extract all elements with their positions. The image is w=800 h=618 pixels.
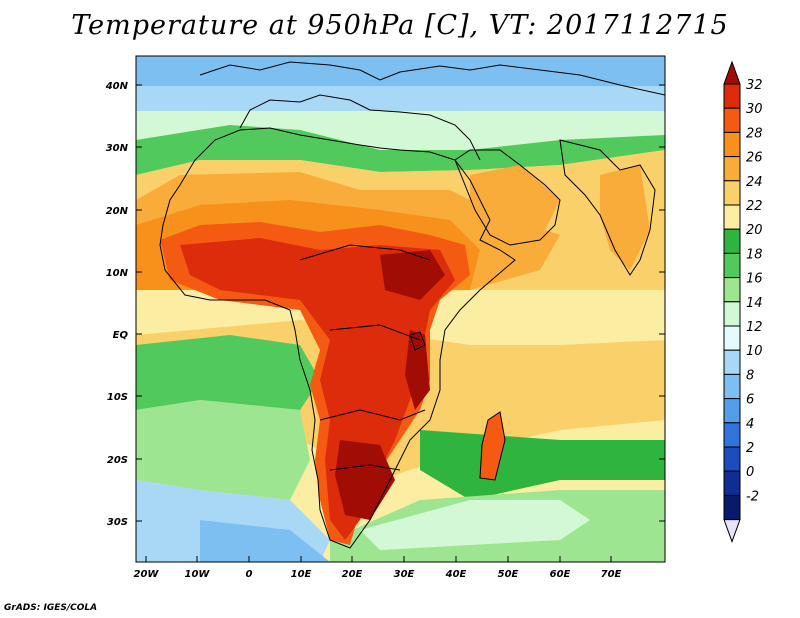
colorbar-segment bbox=[723, 470, 741, 496]
colorbar-label: 4 bbox=[746, 417, 754, 432]
colorbar-label: -2 bbox=[746, 489, 759, 504]
colorbar-segment bbox=[723, 131, 741, 158]
lon-label: 30E bbox=[394, 569, 415, 580]
colorbar-segment bbox=[723, 228, 741, 254]
plot-frame bbox=[135, 55, 666, 563]
lon-label: 10W bbox=[185, 569, 211, 580]
lon-label: 10E bbox=[291, 569, 312, 580]
colorbar-segment bbox=[723, 180, 741, 206]
lon-label: 20E bbox=[342, 569, 363, 580]
lon-label: 60E bbox=[550, 569, 571, 580]
map-title: Temperature at 950hPa [C], VT: 201711271… bbox=[71, 10, 729, 41]
lon-label: 50E bbox=[498, 569, 519, 580]
colorbar-segment bbox=[723, 398, 741, 424]
lat-label: 10S bbox=[107, 392, 128, 403]
colorbar-label: 20 bbox=[746, 223, 763, 238]
lat-label: 30N bbox=[106, 143, 129, 154]
colorbar-label: 32 bbox=[746, 78, 763, 93]
credit-text: GrADS: IGES/COLA bbox=[4, 603, 98, 613]
lat-ticks bbox=[136, 84, 665, 522]
lon-labels: 20W 10W 0 10E 20E 30E 40E 50E 60E 70E bbox=[134, 569, 622, 580]
lat-label: 40N bbox=[105, 81, 129, 92]
lat-label: 20S bbox=[107, 455, 128, 466]
colorbar-segment bbox=[723, 107, 741, 133]
colorbar-segment bbox=[723, 325, 741, 351]
colorbar-label: 30 bbox=[746, 102, 763, 117]
coastline-outlines bbox=[159, 61, 665, 549]
colorbar-segment bbox=[723, 373, 741, 400]
colorbar-label: 2 bbox=[746, 441, 754, 456]
colorbar-segment bbox=[723, 277, 741, 303]
lon-label: 0 bbox=[246, 569, 253, 580]
lon-ticks bbox=[145, 556, 612, 562]
colorbar-label: 22 bbox=[746, 199, 763, 214]
lon-label: 20W bbox=[134, 569, 160, 580]
colorbar-segment bbox=[723, 156, 741, 182]
temperature-field bbox=[136, 56, 665, 562]
colorbar-label: 26 bbox=[746, 151, 763, 166]
lat-labels: 40N 30N 20N 10N EQ 10S 20S 30S bbox=[105, 81, 129, 528]
colorbar-label: 10 bbox=[746, 344, 763, 359]
lat-label: 30S bbox=[107, 517, 128, 528]
colorbar-label: 0 bbox=[746, 465, 754, 480]
colorbar-segment bbox=[723, 446, 741, 472]
colorbar-segment bbox=[723, 349, 741, 375]
colorbar-label: 12 bbox=[746, 320, 763, 335]
lat-label: EQ bbox=[113, 330, 129, 341]
colorbar-label: 6 bbox=[746, 393, 754, 408]
lon-label: 70E bbox=[601, 569, 622, 580]
colorbar-segment bbox=[723, 83, 741, 109]
colorbar-label: 18 bbox=[746, 247, 763, 262]
colorbar-segment bbox=[723, 204, 741, 230]
colorbar-segment bbox=[723, 252, 741, 279]
colorbar-segment bbox=[723, 494, 741, 521]
colorbar-bottom-triangle bbox=[723, 519, 741, 544]
colorbar-segment bbox=[723, 301, 741, 327]
colorbar-segment bbox=[723, 422, 741, 448]
colorbar-top-triangle bbox=[723, 60, 741, 85]
colorbar-label: 24 bbox=[746, 175, 763, 190]
lat-label: 10N bbox=[106, 268, 129, 279]
colorbar-label: 28 bbox=[746, 126, 763, 141]
lon-label: 40E bbox=[445, 569, 467, 580]
colorbar-label: 14 bbox=[746, 296, 763, 311]
colorbar-label: 8 bbox=[746, 368, 754, 383]
colorbar-label: 16 bbox=[746, 272, 763, 287]
lat-label: 20N bbox=[106, 206, 129, 217]
